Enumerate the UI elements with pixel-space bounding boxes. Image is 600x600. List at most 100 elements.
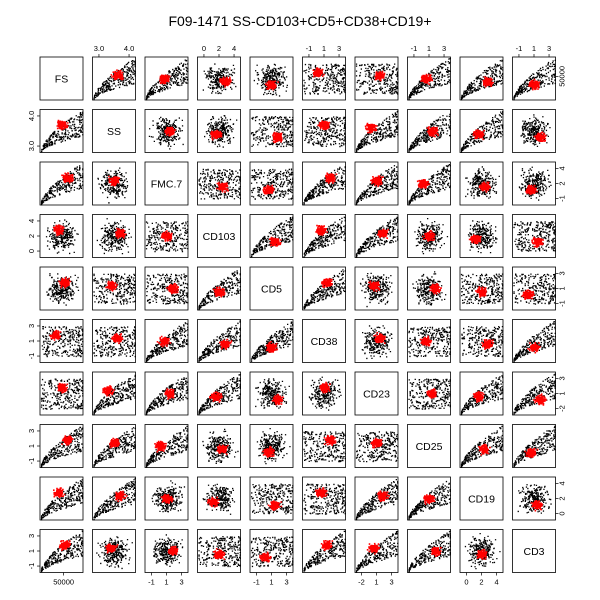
gated-events	[426, 388, 437, 399]
background-events	[303, 63, 346, 95]
tick-label: -1	[27, 353, 36, 360]
gated-events	[267, 500, 283, 511]
panel-CD23-vs-CD103	[197, 371, 241, 416]
gated-events	[212, 548, 226, 560]
panel-SS-vs-CD23	[354, 109, 399, 153]
variable-label: CD3	[523, 546, 544, 558]
panel-CD23-vs-CD5	[249, 371, 294, 416]
tick-label: 1	[374, 578, 378, 587]
tick-label: 2	[217, 44, 221, 53]
gated-events	[58, 276, 72, 289]
tick-label: 0	[27, 249, 36, 253]
panel-frame	[354, 371, 399, 416]
background-events	[359, 272, 393, 308]
gated-events	[419, 335, 433, 347]
panel-frame	[249, 529, 294, 573]
tick-label: 4	[232, 44, 236, 53]
tick-label: 1	[322, 44, 326, 53]
gated-events	[527, 342, 541, 354]
panel-CD38-vs-CD19	[459, 319, 504, 363]
gated-events	[104, 543, 119, 554]
gated-events	[525, 184, 538, 195]
gated-events	[159, 74, 171, 85]
gated-events	[160, 230, 173, 242]
gated-events	[482, 76, 494, 88]
panel-FS-vs-CD3	[512, 56, 556, 101]
panel-FMC.7-vs-CD3	[512, 161, 556, 206]
panel-SS-vs-CD103	[197, 109, 241, 153]
background-events	[513, 425, 556, 468]
tick-label: 0	[464, 578, 468, 587]
gated-events	[167, 545, 179, 556]
panel-FS-vs-SS	[92, 56, 136, 101]
panel-frame	[92, 109, 136, 153]
panel-frame	[512, 529, 556, 573]
tick-label: -1	[306, 44, 313, 53]
tick-label: 4.0	[27, 111, 36, 121]
variable-label: FMC.7	[151, 179, 183, 191]
tick-label: -1	[558, 300, 567, 307]
panel-FMC.7-vs-FS	[39, 161, 84, 206]
background-events	[202, 428, 239, 464]
gated-events	[109, 437, 121, 449]
background-events	[464, 533, 501, 570]
panel-CD5-vs-CD103	[197, 266, 241, 311]
gated-events	[373, 332, 386, 344]
gated-events	[102, 385, 115, 397]
panel-CD5-vs-CD5: CD5	[249, 266, 294, 311]
gated-events	[472, 129, 485, 141]
variable-label: CD5	[261, 284, 282, 296]
panel-CD19-vs-CD5	[249, 476, 294, 521]
panel-CD23-vs-CD38	[302, 371, 346, 416]
gated-events	[53, 487, 66, 499]
gated-events	[370, 175, 384, 188]
panel-CD19-vs-CD3	[512, 476, 556, 521]
gated-events	[110, 69, 124, 81]
panel-CD5-vs-CD38	[302, 266, 346, 311]
background-events	[355, 63, 399, 95]
panel-CD38-vs-CD5	[249, 319, 294, 363]
background-events	[513, 321, 556, 363]
tick-label: 50000	[558, 66, 567, 87]
background-events	[256, 428, 291, 465]
gated-events	[423, 494, 436, 505]
gated-events	[164, 126, 177, 137]
tick-label: 4	[558, 166, 567, 170]
panel-CD3-vs-CD3: CD3	[512, 529, 556, 573]
gated-events	[533, 393, 547, 406]
gated-events	[317, 120, 331, 131]
panel-FMC.7-vs-CD25	[407, 161, 451, 206]
background-events	[250, 216, 294, 258]
tick-label: -1	[411, 44, 418, 53]
background-events	[198, 536, 241, 568]
tick-label: 1	[427, 44, 431, 53]
tick-label: 4.0	[124, 44, 134, 53]
gated-events	[472, 390, 485, 403]
background-events	[250, 168, 294, 200]
gated-events	[108, 175, 121, 187]
background-events	[303, 530, 346, 572]
panel-CD103-vs-CD23	[354, 214, 399, 258]
gated-events	[524, 447, 539, 458]
background-events	[93, 477, 136, 521]
gated-events	[212, 286, 226, 298]
panel-CD19-vs-SS	[92, 476, 136, 521]
gated-events	[364, 122, 378, 134]
variable-label: FS	[55, 74, 68, 86]
panel-CD19-vs-FMC.7	[144, 476, 189, 521]
background-events	[303, 431, 346, 463]
gated-events	[530, 500, 544, 512]
background-events	[408, 326, 451, 358]
gated-events	[215, 181, 229, 193]
tick-label: 3	[558, 271, 567, 275]
panel-SS-vs-CD38	[302, 109, 346, 153]
gated-events	[521, 289, 535, 300]
background-events	[96, 536, 133, 570]
tick-label: -2	[358, 578, 365, 587]
panel-CD3-vs-CD5	[249, 529, 294, 573]
gated-events	[105, 280, 118, 292]
tick-label: 1	[27, 444, 36, 448]
panel-CD19-vs-CD25	[407, 476, 451, 521]
panel-frame	[39, 266, 84, 311]
background-events	[198, 168, 241, 200]
